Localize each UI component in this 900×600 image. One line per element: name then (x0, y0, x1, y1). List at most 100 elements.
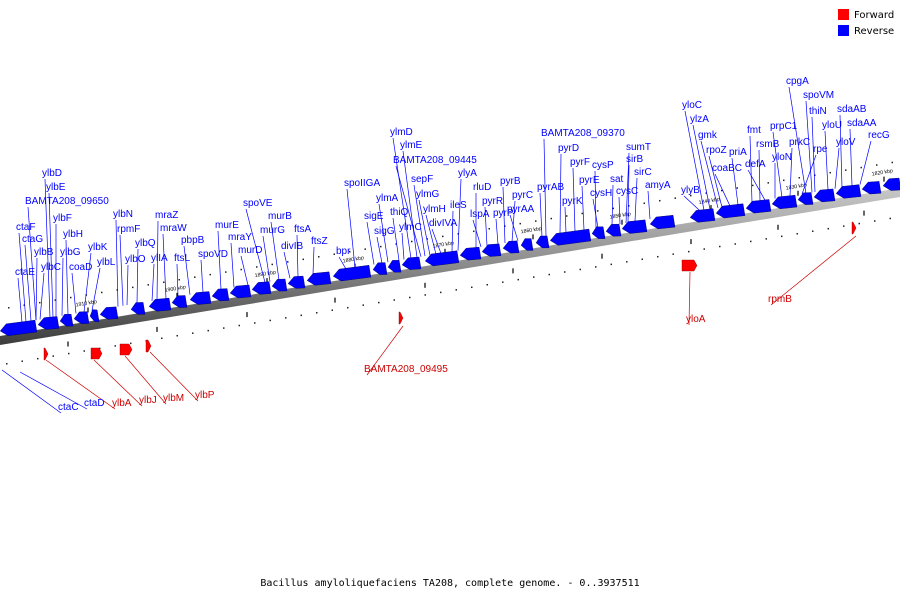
reverse-gene-label: ylmC (399, 222, 422, 233)
leader-line (502, 186, 506, 243)
scale-dot (502, 281, 504, 283)
scale-dot (364, 248, 366, 250)
reverse-gene-label: ylmD (390, 127, 413, 138)
scale-dot (796, 233, 798, 235)
reverse-gene-label: rpe (813, 144, 828, 155)
reverse-gene-label: ctaD (84, 398, 105, 409)
scale-dot (612, 207, 614, 210)
reverse-gene-arrow (211, 288, 230, 302)
scale-dot (393, 299, 395, 301)
scale-dot (176, 334, 178, 337)
scale-dot (23, 304, 25, 306)
reverse-gene-label: ctaG (22, 234, 43, 245)
reverse-gene-label: cysH (590, 188, 612, 199)
reverse-gene-arrow (37, 316, 60, 330)
leader-line (366, 221, 375, 265)
reverse-gene-label: ileS (450, 200, 467, 211)
scale-dot (486, 283, 488, 286)
reverse-gene-label: ylbK (88, 242, 108, 253)
scale-dot (132, 286, 134, 289)
scale-dot (519, 222, 521, 225)
reverse-gene-label: ylbG (60, 247, 81, 258)
reverse-gene-label: sumT (626, 142, 651, 153)
leader-line (472, 219, 482, 248)
reverse-gene-label: sirB (626, 154, 644, 165)
leader-line (366, 325, 404, 376)
reverse-gene-label: pyrE (579, 175, 600, 186)
reverse-gene-label: coaBC (712, 163, 742, 174)
gene-features (0, 177, 900, 361)
scale-dot (114, 345, 116, 347)
reverse-gene-arrow (89, 309, 100, 323)
scale-dot (116, 289, 118, 291)
reverse-gene-label: ylyB (681, 185, 700, 196)
scale-dot (517, 278, 519, 281)
reverse-gene-label: pyrC (512, 190, 533, 201)
scale-dot (643, 202, 645, 205)
leader-line (24, 244, 32, 321)
reverse-gene-arrow (424, 250, 460, 267)
reverse-gene-arrow (130, 302, 146, 315)
tick-label: 1880 kbp (342, 255, 364, 264)
reverse-gene-arrow (401, 256, 422, 270)
leader-line (788, 86, 807, 194)
reverse-gene-label: mraY (228, 232, 252, 243)
scale-dot (628, 205, 630, 207)
scale-dot (471, 286, 473, 289)
reverse-gene-arrow (813, 188, 836, 203)
reverse-gene-label: ylbL (97, 257, 116, 268)
leader-line (395, 165, 422, 257)
leader-line (240, 255, 249, 286)
reverse-gene-label: spoVM (803, 90, 834, 101)
reverse-gene-label: defA (745, 159, 766, 170)
reverse-gene-label: yloU (822, 120, 842, 131)
leader-line (770, 235, 857, 306)
leader-line (402, 150, 418, 258)
leader-line (392, 137, 412, 259)
reverse-gene-label: pyrAA (507, 204, 535, 215)
scale-dot (163, 281, 165, 284)
forward-gene-label: rpmB (768, 294, 792, 305)
reverse-gene-arrow (387, 260, 402, 273)
scale-dot (223, 327, 225, 329)
leader-line (27, 206, 37, 321)
leader-line (162, 233, 167, 299)
forward-gene-label: yloA (686, 314, 706, 325)
leader-line (811, 116, 816, 192)
scale-dot (256, 266, 258, 268)
leader-line (859, 140, 872, 185)
reverse-gene-label: prpC1 (770, 121, 798, 132)
leader-line (183, 245, 191, 295)
scale-dot (225, 271, 227, 273)
reverse-gene-arrow (689, 208, 716, 223)
leader-line (572, 167, 576, 232)
leader-line (539, 192, 543, 237)
scale-dot (597, 210, 599, 212)
scale-dot (161, 337, 163, 340)
scale-dot (39, 301, 41, 304)
reverse-gene-arrow (549, 228, 592, 246)
leader-line (151, 263, 155, 302)
leader-line (1, 369, 62, 414)
scale-dot (178, 278, 180, 281)
leader-line (115, 219, 119, 307)
reverse-gene-label: sigG (374, 226, 395, 237)
reverse-gene-arrow (882, 177, 900, 191)
scale-dot (271, 263, 273, 266)
forward-gene-label: ylbM (163, 393, 184, 404)
forward-gene-block (681, 259, 698, 272)
leader-line (378, 203, 389, 263)
reverse-gene-arrow (745, 199, 772, 214)
leader-line (511, 200, 516, 242)
reverse-gene-label: bpr (336, 246, 351, 257)
reverse-gene-label: thiN (809, 106, 827, 117)
leader-line (156, 220, 159, 301)
leader-line (230, 242, 235, 288)
scale-dot (781, 235, 783, 238)
reverse-gene-label: ylbH (63, 229, 83, 240)
scale-dot (750, 240, 752, 243)
leader-line (708, 155, 723, 208)
leader-line (581, 185, 585, 230)
forward-gene-label: ylbA (112, 398, 132, 409)
reverse-gene-label: murG (260, 225, 285, 236)
